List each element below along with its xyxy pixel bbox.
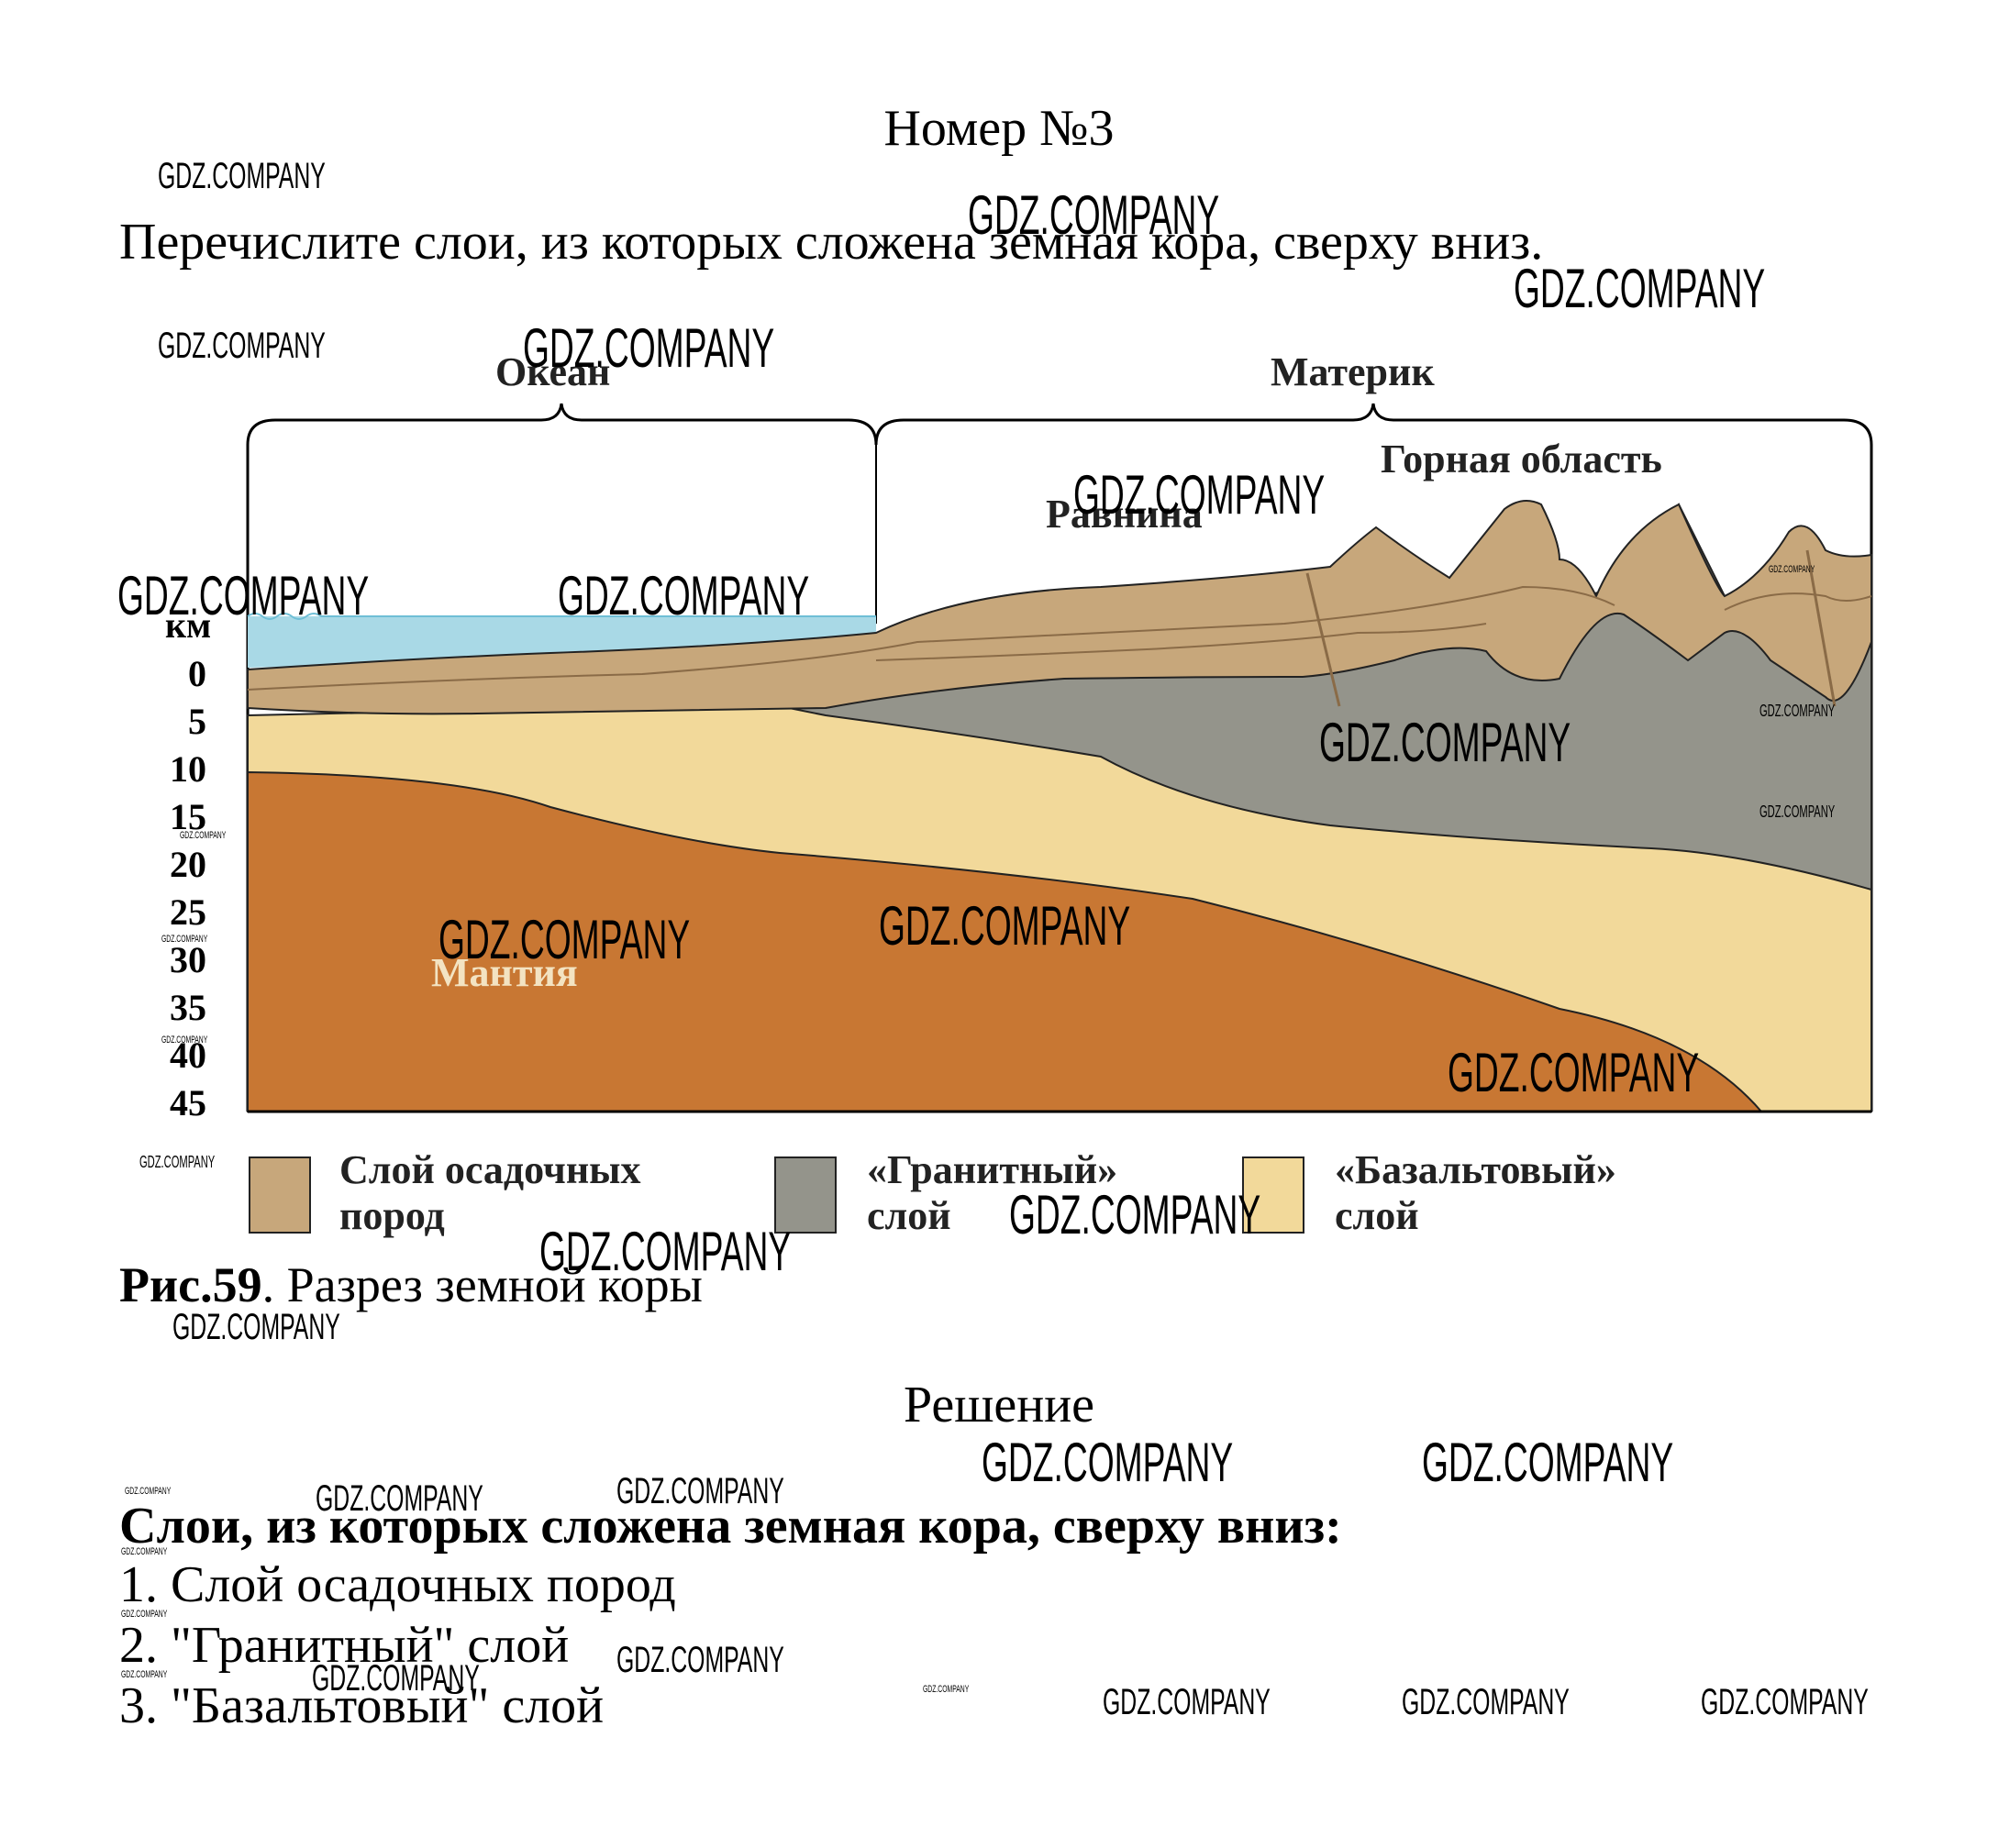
watermark: GDZ.COMPANY	[1422, 1432, 1674, 1493]
depth-tick: 25	[170, 891, 206, 933]
figure-caption: Рис.59. Разрез земной коры	[119, 1256, 703, 1313]
depth-tick: 40	[170, 1035, 206, 1076]
watermark: GDZ.COMPANY	[121, 1546, 168, 1557]
watermark: GDZ.COMPANY	[616, 1640, 784, 1680]
watermark: GDZ.COMPANY	[158, 156, 326, 196]
solution-title: Решение	[903, 1377, 1095, 1433]
watermark: GDZ.COMPANY	[1073, 464, 1326, 526]
watermark: GDZ.COMPANY	[1319, 712, 1571, 773]
legend-label: «Гранитный»	[867, 1147, 1117, 1192]
legend-label: «Базальтовый»	[1335, 1147, 1616, 1192]
depth-tick: 15	[170, 796, 206, 837]
watermark: GDZ.COMPANY	[968, 184, 1220, 246]
watermark: GDZ.COMPANY	[438, 909, 691, 970]
watermark: GDZ.COMPANY	[1103, 1682, 1271, 1722]
answer-heading: Слои, из которых сложена земная кора, св…	[119, 1498, 1342, 1555]
fault-line	[1305, 572, 1341, 707]
watermark: GDZ.COMPANY	[923, 1684, 970, 1695]
mantle-layer	[247, 770, 1764, 1112]
watermark: GDZ.COMPANY	[1514, 258, 1766, 319]
sediment-layer	[247, 500, 1872, 715]
watermark: GDZ.COMPANY	[1448, 1042, 1700, 1103]
sediment-bedding-line	[875, 623, 1487, 661]
legend-label: слой	[867, 1193, 951, 1238]
label-ocean: Океан	[495, 349, 610, 394]
watermark: GDZ.COMPANY	[158, 326, 326, 366]
watermark: GDZ.COMPANY	[180, 830, 227, 841]
watermark: GDZ.COMPANY	[121, 1609, 168, 1620]
watermark: GDZ.COMPANY	[1701, 1682, 1869, 1722]
watermark: GDZ.COMPANY	[312, 1658, 480, 1699]
watermark: GDZ.COMPANY	[879, 895, 1131, 957]
watermark: GDZ.COMPANY	[121, 1669, 168, 1680]
answer-item: 3. "Базальтовый" слой	[119, 1677, 605, 1734]
watermark: GDZ.COMPANY	[125, 1486, 172, 1497]
page-title: Номер №3	[883, 100, 1115, 157]
figure-number: Рис.59	[119, 1257, 262, 1312]
depth-tick: 30	[170, 939, 206, 980]
label-mountains: Горная область	[1381, 437, 1662, 481]
watermark: GDZ.COMPANY	[117, 565, 370, 626]
watermark: GDZ.COMPANY	[139, 1153, 216, 1171]
legend-swatch-sediment	[249, 1156, 311, 1234]
watermark: GDZ.COMPANY	[1759, 802, 1836, 821]
legend-label: Слой осадочных	[339, 1147, 641, 1192]
answer-item: 2. "Гранитный" слой	[119, 1617, 570, 1674]
sediment-bedding-line	[247, 585, 1615, 691]
legend-label: пород	[339, 1193, 445, 1238]
legend-label: слой	[1335, 1193, 1419, 1238]
watermark: GDZ.COMPANY	[523, 317, 775, 379]
figure-caption-text: . Разрез земной коры	[261, 1257, 703, 1312]
watermark: GDZ.COMPANY	[161, 934, 208, 945]
watermark: GDZ.COMPANY	[982, 1432, 1234, 1493]
depth-tick: 45	[170, 1082, 206, 1123]
legend-swatch-granite	[774, 1156, 837, 1234]
watermark: GDZ.COMPANY	[1769, 564, 1815, 575]
crust-cross-section-figure: км 0 5 10 15 20 25 30 35 40 45 Океан Мат…	[165, 349, 1873, 1238]
water-surface	[247, 613, 876, 620]
continent-brace	[874, 403, 1873, 446]
depth-tick: 0	[188, 653, 206, 694]
watermark: GDZ.COMPANY	[1759, 702, 1836, 720]
sediment-bedding-line	[1724, 592, 1872, 611]
watermark: GDZ.COMPANY	[161, 1035, 208, 1046]
watermark: GDZ.COMPANY	[316, 1478, 483, 1519]
watermark: GDZ.COMPANY	[1009, 1184, 1261, 1245]
answer-item: 1. Слой осадочных пород	[119, 1556, 676, 1613]
ocean-water	[248, 616, 876, 668]
watermark: GDZ.COMPANY	[616, 1471, 784, 1511]
label-mantle: Мантия	[431, 950, 578, 995]
legend-swatch-basalt	[1242, 1156, 1304, 1234]
watermark: GDZ.COMPANY	[539, 1221, 792, 1282]
depth-tick: 35	[170, 987, 206, 1028]
watermark: GDZ.COMPANY	[172, 1307, 340, 1347]
fault-line	[1805, 549, 1837, 707]
depth-tick: 20	[170, 844, 206, 885]
depth-tick: 10	[170, 748, 206, 790]
label-plain: Равнина	[1046, 492, 1203, 537]
task-text: Перечислите слои, из которых сложена зем…	[119, 214, 1544, 271]
watermark: GDZ.COMPANY	[558, 565, 810, 626]
ocean-brace	[246, 403, 878, 446]
depth-tick: 5	[188, 701, 206, 742]
axis-unit: км	[165, 604, 211, 646]
label-continent: Материк	[1271, 349, 1435, 394]
watermark: GDZ.COMPANY	[1402, 1682, 1570, 1722]
